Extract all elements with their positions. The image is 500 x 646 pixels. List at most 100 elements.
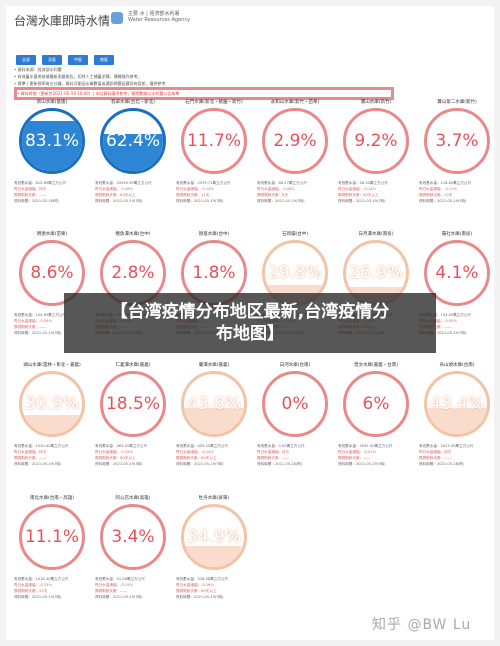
reservoir-card[interactable]: 霧社水庫(南投) 4.1% 有效蓄水量：154.63萬立方公尺 昨日水量總幅：-0.0…: [417, 232, 497, 336]
info-line: 預測剩餘天數：——: [338, 456, 371, 460]
info-line: 昨日水量總幅：-0.09%: [14, 319, 52, 323]
reservoir-card[interactable]: 新山水庫(基隆) 83.1% 有效蓄水量：815.89萬立方公尺 昨日水量總幅：持平預…: [12, 100, 92, 204]
level-gauge: 9.2%: [343, 108, 409, 174]
info-line: 昨日水量總幅：-0.14%: [176, 450, 214, 454]
agency-name: 主要 水 | 經濟部水利署 Water Resources Agency: [128, 11, 190, 23]
info-line: 昨日水量總幅：-0.14%: [338, 187, 376, 191]
reservoir-card[interactable]: 牡丹水庫(屏東) 34.9% 有效蓄水量：526.08萬立方公尺 昨日水量總幅：-0.…: [174, 496, 254, 600]
level-gauge: 2.9%: [262, 108, 328, 174]
reservoir-info: 有效蓄水量：51.58萬立方公尺 昨日水量總幅：-0.19% 預測剩餘天數：—— 資料…: [93, 576, 173, 600]
info-line: 預測剩餘天數：6天: [257, 193, 289, 197]
info-line: 有效蓄水量：1016.30萬立方公尺: [14, 577, 69, 581]
reservoir-card[interactable]: 翡翠水庫(台北・新北) 62.4% 有效蓄水量：20949.39萬立方公尺 昨日水量總…: [93, 100, 173, 204]
level-gauge: 11.1%: [19, 504, 85, 570]
banner-line2: 布地图】: [216, 324, 284, 344]
level-percent: 6%: [362, 394, 390, 414]
info-line: 資料時間：2021-05-19(7時): [95, 199, 143, 203]
info-line: 有效蓄水量：463.41萬立方公尺: [95, 444, 148, 448]
info-line: 有效蓄水量：46.34萬立方公尺: [338, 181, 388, 185]
level-gauge: 8.6%: [19, 240, 85, 306]
reservoir-card[interactable]: 湖山水庫(雲林・彰化・嘉義) 30.9% 有效蓄水量：1520.42萬立方公尺 昨日水…: [12, 363, 92, 467]
reservoir-card[interactable]: 阿公店水庫(高雄) 3.4% 有效蓄水量：51.58萬立方公尺 昨日水量總幅：-0.1…: [93, 496, 173, 600]
reservoir-info: 有效蓄水量：20949.39萬立方公尺 昨日水量總幅：-0.49% 預測剩餘天數：6…: [93, 180, 173, 204]
info-line: 資料時間：2021-05-19(7時): [95, 462, 143, 466]
reservoir-card[interactable]: 永和山水庫(新竹・苗栗) 2.9% 有效蓄水量：86.57萬立方公尺 昨日水量總幅：-…: [255, 100, 335, 204]
info-line: 昨日水量總幅：持平: [14, 187, 47, 191]
info-line: 預測剩餘天數：60天以上: [176, 456, 217, 460]
info-line: 預測剩餘天數：60天以上: [95, 193, 136, 197]
level-gauge: 43.4%: [424, 371, 490, 437]
info-line: 有效蓄水量：3413.00萬立方公尺: [419, 444, 474, 448]
reservoir-card[interactable]: 曾文水庫(嘉義・台南) 6% 有效蓄水量：3041.00萬立方公尺 昨日水量總幅：-0…: [336, 363, 416, 467]
region-tab[interactable]: 全部: [16, 55, 36, 65]
reservoir-info: 有效蓄水量：3041.00萬立方公尺 昨日水量總幅：-0.01% 預測剩餘天數：——…: [336, 443, 416, 467]
info-line: 有效蓄水量：86.57萬立方公尺: [257, 181, 307, 185]
reservoir-info: 有效蓄水量：526.08萬立方公尺 昨日水量總幅：-0.16% 預測剩餘天數：60天…: [174, 576, 254, 600]
reservoir-name: 白河水庫(台南): [279, 363, 311, 368]
info-line: 資料時間：2021-05-19(7時): [95, 595, 143, 599]
reservoir-card[interactable]: 仁義潭水庫(嘉義) 18.5% 有效蓄水量：463.41萬立方公尺 昨日水量總幅：-0…: [93, 363, 173, 467]
level-fill: [22, 415, 82, 434]
level-percent: 11.7%: [186, 131, 241, 151]
info-line: 預測剩餘天數：11天: [176, 193, 210, 197]
level-gauge: 11.7%: [181, 108, 247, 174]
reservoir-info: 有效蓄水量：403.25萬立方公尺 昨日水量總幅：-0.14% 預測剩餘天數：60天…: [174, 443, 254, 467]
info-line: 預測剩餘天數：60天以上: [338, 193, 379, 197]
info-line: 資料時間：2021-05-19(7時): [14, 595, 62, 599]
region-tab[interactable]: 中區: [68, 55, 88, 65]
level-percent: 8.6%: [30, 263, 74, 283]
level-percent: 43.6%: [186, 394, 241, 414]
level-fill: [103, 133, 163, 171]
reservoir-name: 鯉魚潭水庫(台中): [115, 232, 151, 237]
reservoir-card[interactable]: 白河水庫(台南) 0% 有效蓄水量：0.00萬立方公尺 昨日水量總幅：持平 預測剩餘天數…: [255, 363, 335, 467]
level-percent: 9.2%: [354, 131, 398, 151]
level-fill: [184, 546, 244, 567]
notes-list: • 資料來源：經濟部水利署 • 有效蓄水量係依據最新測量報告，扣除人工補蓄淤積，運…: [14, 66, 394, 100]
region-tab[interactable]: 南區: [94, 55, 114, 65]
info-line: 預測剩餘天數：22天: [14, 589, 48, 593]
level-gauge: 3.4%: [100, 504, 166, 570]
reservoir-info: 有效蓄水量：1016.30萬立方公尺 昨日水量總幅：-0.25% 預測剩餘天數：22…: [12, 576, 92, 600]
reservoir-card[interactable]: 寶山水庫(新竹) 9.2% 有效蓄水量：46.34萬立方公尺 昨日水量總幅：-0.14…: [336, 100, 416, 204]
level-gauge: 4.1%: [424, 240, 490, 306]
info-line: 資料時間：2021-05-19(7時): [14, 331, 62, 335]
reservoir-name: 寶山水庫(新竹): [360, 100, 392, 105]
info-line: 預測剩餘天數：——: [14, 456, 47, 460]
info-line: 資料時間：2021-05-19(7時): [338, 462, 386, 466]
info-line: 昨日水量總幅：持平: [14, 450, 47, 454]
reservoir-info: 有效蓄水量：463.41萬立方公尺 昨日水量總幅：-0.25% 預測剩餘天數：60天…: [93, 443, 173, 467]
reservoir-info: 有效蓄水量：3413.00萬立方公尺 昨日水量總幅：持平 預測剩餘天數：—— 資料時間…: [417, 443, 497, 467]
reservoir-name: 蘭潭水庫(嘉義): [198, 363, 230, 368]
info-line: 資料時間：2021-05-19(7時): [176, 595, 224, 599]
reservoir-card[interactable]: 寶山第二水庫(新竹) 3.7% 有效蓄水量：116.83萬立方公尺 昨日水量總幅：-0…: [417, 100, 497, 204]
reservoir-name: 永和山水庫(新竹・苗栗): [270, 100, 320, 105]
region-tab[interactable]: 北區: [42, 55, 62, 65]
reservoir-name: 寶山第二水庫(新竹): [437, 100, 477, 105]
reservoir-card[interactable]: 石門水庫(新北・桃園・新竹) 11.7% 有效蓄水量：2379.71萬立方公尺 昨日水…: [174, 100, 254, 204]
info-line: 昨日水量總幅：持平: [419, 450, 452, 454]
info-line: 資料時間：2021-05-19(7時): [176, 199, 224, 203]
info-line: 昨日水量總幅：-0.49%: [95, 187, 133, 191]
info-line: 有效蓄水量：154.63萬立方公尺: [419, 313, 472, 317]
reservoir-name: 德基水庫(台中): [198, 232, 230, 237]
level-percent: 3.7%: [435, 131, 479, 151]
level-percent: 18.5%: [105, 394, 160, 414]
agency-name-line1: 主要 水 | 經濟部水利署: [128, 11, 180, 17]
agency-name-line2: Water Resources Agency: [128, 17, 191, 23]
reservoir-name: 仁義潭水庫(嘉義): [115, 363, 151, 368]
reservoir-name: 烏山頭水庫(台南): [439, 363, 475, 368]
reservoir-name: 霧社水庫(南投): [441, 232, 473, 237]
level-percent: 34.9%: [186, 527, 241, 547]
info-line: 預測剩餘天數：10天: [419, 193, 453, 197]
info-line: 昨日水量總幅：-0.08%: [257, 187, 295, 191]
reservoir-info: 有效蓄水量：116.83萬立方公尺 昨日水量總幅：-0.11% 預測剩餘天數：10天…: [417, 180, 497, 204]
reservoir-info: 有效蓄水量：815.89萬立方公尺 昨日水量總幅：持平 預測剩餘天數：—— 資料時間：…: [12, 180, 92, 204]
reservoir-card[interactable]: 蘭潭水庫(嘉義) 43.6% 有效蓄水量：403.25萬立方公尺 昨日水量總幅：-0.…: [174, 363, 254, 467]
reservoir-card[interactable]: 烏山頭水庫(台南) 43.4% 有效蓄水量：3413.00萬立方公尺 昨日水量總幅：持…: [417, 363, 497, 467]
reservoir-card[interactable]: 明德水庫(苗栗) 8.6% 有效蓄水量：104.89萬立方公尺 昨日水量總幅：-0.0…: [12, 232, 92, 336]
info-line: 有效蓄水量：3041.00萬立方公尺: [338, 444, 393, 448]
info-line: 有效蓄水量：526.08萬立方公尺: [176, 577, 229, 581]
level-gauge: 18.5%: [100, 371, 166, 437]
level-gauge: 43.6%: [181, 371, 247, 437]
reservoir-card[interactable]: 南化水庫(台南・高雄) 11.1% 有效蓄水量：1016.30萬立方公尺 昨日水量總幅…: [12, 496, 92, 600]
